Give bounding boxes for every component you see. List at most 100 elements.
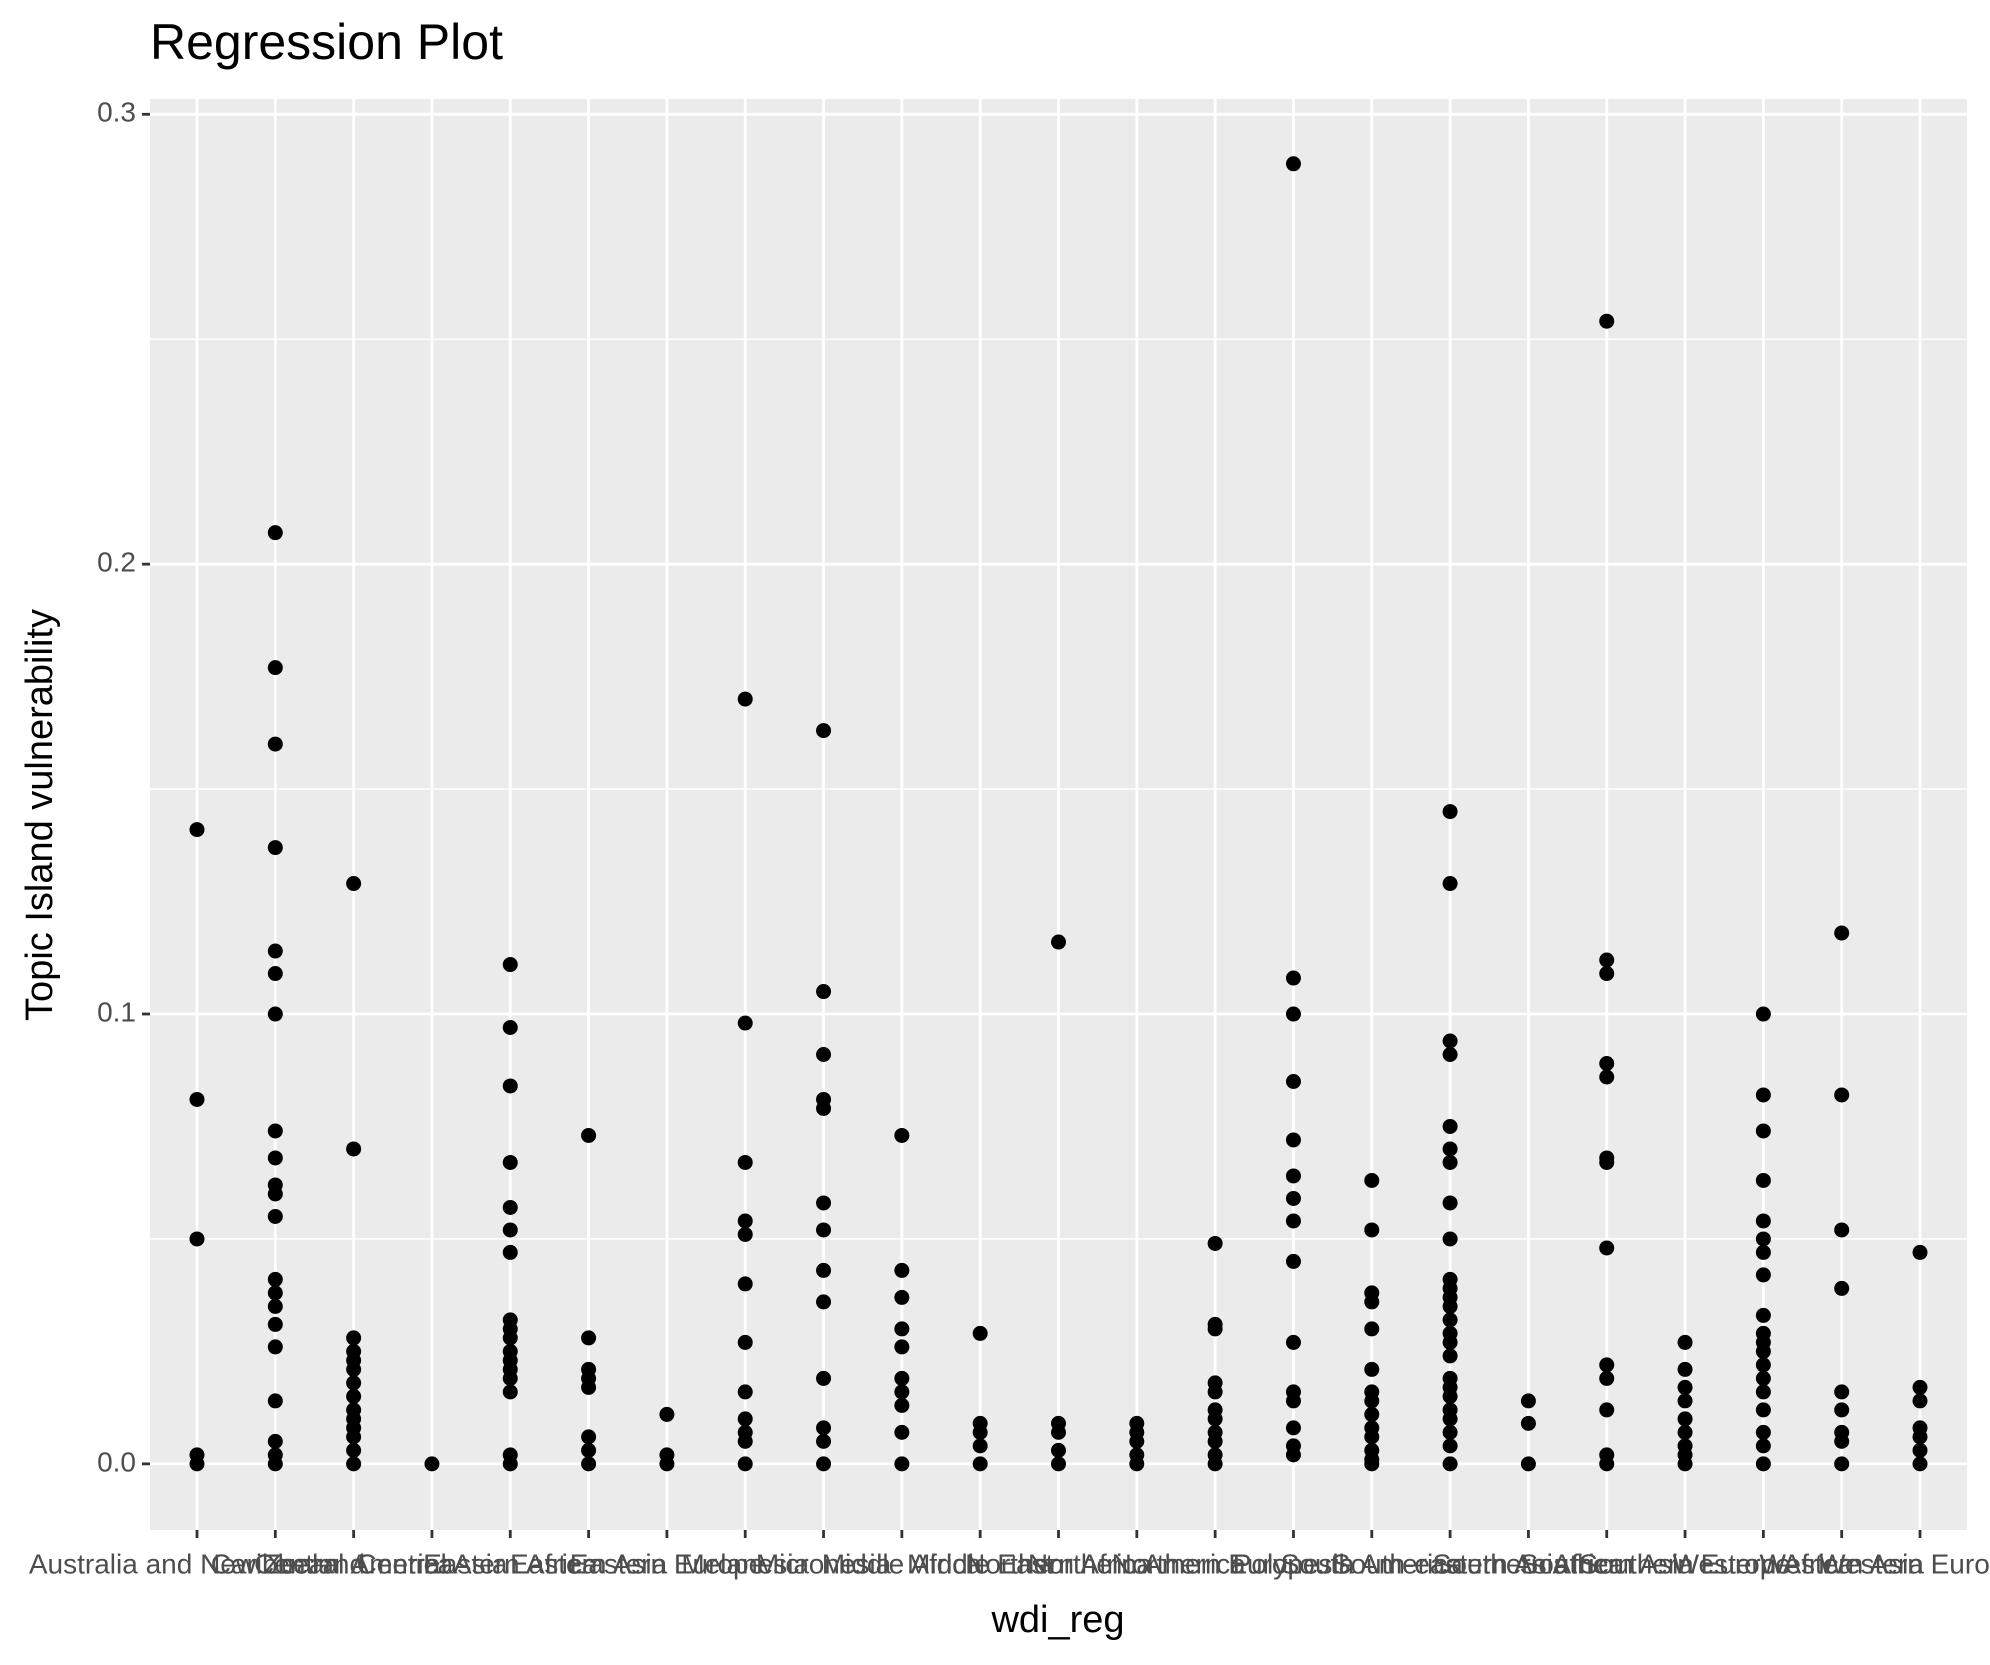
point	[1364, 1393, 1380, 1409]
point	[502, 1222, 518, 1238]
point	[267, 1285, 283, 1301]
x-tick-label: Southern Asia	[1520, 1548, 1695, 1579]
y-tick-label: 0.0	[97, 1446, 136, 1477]
point	[1912, 1393, 1928, 1409]
point	[816, 1456, 832, 1472]
point	[267, 1006, 283, 1022]
point	[346, 1375, 362, 1391]
point	[1755, 1123, 1771, 1139]
point	[346, 876, 362, 892]
point	[189, 822, 205, 838]
x-tick-label: Central America	[254, 1548, 454, 1579]
point	[1677, 1379, 1693, 1395]
point	[1442, 1411, 1458, 1427]
y-tick-label: 0.2	[97, 547, 136, 578]
point	[816, 1100, 832, 1116]
point	[1755, 1087, 1771, 1103]
point	[581, 1456, 597, 1472]
x-tick-label: Southern Europe	[1579, 1548, 1791, 1579]
x-tick-label: Western Europe	[1819, 1548, 1990, 1579]
point	[1677, 1424, 1693, 1440]
point	[1442, 1231, 1458, 1247]
point	[189, 1456, 205, 1472]
point	[1834, 1402, 1850, 1418]
x-tick-label: South America	[1281, 1548, 1464, 1579]
point	[816, 984, 832, 1000]
point	[894, 1456, 910, 1472]
point	[1755, 1213, 1771, 1229]
point	[1285, 1132, 1301, 1148]
x-tick-label: Eastern Africa	[423, 1548, 598, 1579]
point	[346, 1442, 362, 1458]
x-tick-label: Micronesia	[756, 1548, 892, 1579]
point	[1599, 1370, 1615, 1386]
point	[1442, 1141, 1458, 1157]
point	[267, 1186, 283, 1202]
point	[189, 1091, 205, 1107]
point	[1755, 1244, 1771, 1260]
x-tick-label: Polynesia	[1233, 1548, 1355, 1579]
point	[894, 1339, 910, 1355]
point	[581, 1429, 597, 1445]
point	[1051, 934, 1066, 950]
point	[816, 1433, 832, 1449]
point	[1755, 1267, 1771, 1283]
point	[972, 1456, 988, 1472]
point	[346, 1330, 362, 1346]
point	[267, 1271, 283, 1287]
point	[1912, 1244, 1928, 1260]
point	[1442, 804, 1458, 820]
point	[1755, 1357, 1771, 1373]
point	[1207, 1235, 1223, 1251]
point	[1912, 1456, 1928, 1472]
point	[189, 1231, 205, 1247]
x-axis-title: wdi_reg	[990, 1599, 1124, 1641]
point	[816, 1046, 832, 1062]
point	[1285, 1213, 1301, 1229]
y-tick-label: 0.1	[97, 996, 136, 1027]
point	[1599, 1402, 1615, 1418]
point	[1599, 1456, 1615, 1472]
point	[894, 1289, 910, 1305]
point	[267, 1298, 283, 1314]
point	[267, 1150, 283, 1166]
point	[737, 1384, 753, 1400]
point	[267, 525, 283, 541]
point	[1364, 1172, 1380, 1188]
point	[737, 1433, 753, 1449]
point	[1285, 1073, 1301, 1089]
point	[502, 1370, 518, 1386]
point	[267, 1208, 283, 1224]
x-tick-label: Southern Africa	[1433, 1548, 1625, 1579]
point	[1520, 1456, 1536, 1472]
point	[737, 1334, 753, 1350]
x-tick-label: Western Asia	[1759, 1548, 1924, 1579]
point	[267, 1316, 283, 1332]
point	[1442, 1348, 1458, 1364]
point	[267, 943, 283, 959]
point	[502, 1154, 518, 1170]
point	[1834, 925, 1850, 941]
point	[1442, 1312, 1458, 1328]
point	[1364, 1361, 1380, 1377]
point	[1364, 1321, 1380, 1337]
point	[1834, 1384, 1850, 1400]
point	[737, 1456, 753, 1472]
x-tick-label: Eastern Europe	[570, 1548, 765, 1579]
point	[1207, 1321, 1223, 1337]
point	[1912, 1379, 1928, 1395]
point	[816, 723, 832, 739]
point	[1442, 1118, 1458, 1134]
point	[1442, 1046, 1458, 1062]
chart-title: Regression Plot	[150, 14, 503, 70]
point	[972, 1325, 988, 1341]
point	[972, 1438, 988, 1454]
point	[267, 1433, 283, 1449]
point	[816, 1222, 832, 1238]
point	[659, 1456, 675, 1472]
point	[737, 1226, 753, 1242]
point	[1599, 1055, 1615, 1071]
point	[1834, 1280, 1850, 1296]
x-tick-label: Middle East	[907, 1548, 1054, 1579]
point	[1442, 1334, 1458, 1350]
